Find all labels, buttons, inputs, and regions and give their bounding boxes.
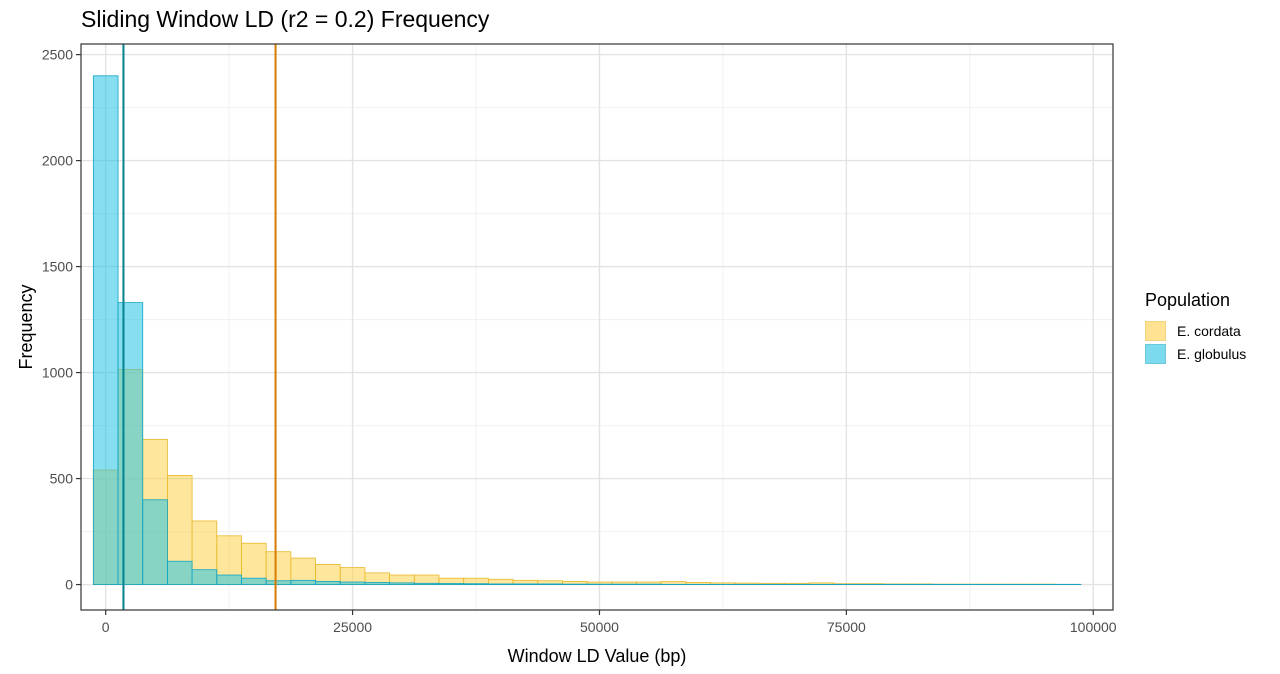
histogram-bar xyxy=(191,569,218,585)
y-tick-label: 0 xyxy=(65,577,73,593)
mean-lines xyxy=(122,44,277,610)
histogram-bar xyxy=(241,542,267,585)
series-cordata xyxy=(92,368,1082,585)
histogram-bar xyxy=(265,551,292,585)
y-tick-label: 2500 xyxy=(42,47,73,63)
x-tick-label: 0 xyxy=(102,619,110,635)
y-tick-label: 500 xyxy=(50,471,74,487)
histogram-bar xyxy=(438,583,465,585)
histogram-bar xyxy=(142,499,168,585)
legend-item-cordata: E. cordata xyxy=(1145,319,1246,342)
histogram-bar xyxy=(339,581,366,585)
legend-label-cordata: E. cordata xyxy=(1177,322,1241,339)
histogram-bar xyxy=(315,580,341,585)
histogram-bars xyxy=(92,75,1082,585)
histogram-bar xyxy=(463,583,489,585)
histogram-bar xyxy=(167,560,193,585)
y-axis-label: Frequency xyxy=(16,284,36,369)
x-tick-label: 100000 xyxy=(1070,619,1117,635)
histogram-bar xyxy=(117,302,144,585)
histogram-bar xyxy=(512,583,539,585)
legend: Population E. cordata E. globulus xyxy=(1145,290,1246,365)
x-axis-label: Window LD Value (bp) xyxy=(508,646,687,666)
histogram-bar xyxy=(413,582,440,585)
legend-label-globulus: E. globulus xyxy=(1177,345,1247,362)
histogram-bar xyxy=(537,583,563,585)
chart-title: Sliding Window LD (r2 = 0.2) Frequency xyxy=(81,6,490,32)
histogram-bar xyxy=(216,574,242,585)
x-tick-label: 25000 xyxy=(333,619,372,635)
histogram-bar xyxy=(92,75,119,585)
x-tick-label: 50000 xyxy=(580,619,619,635)
x-tick-label: 75000 xyxy=(827,619,866,635)
y-tick-label: 1500 xyxy=(42,259,73,275)
plot-panel-border xyxy=(80,43,1114,611)
grid-lines xyxy=(81,44,1113,610)
y-tick-label: 2000 xyxy=(42,153,73,169)
y-tick-label: 1000 xyxy=(42,365,73,381)
legend-title: Population xyxy=(1145,290,1231,310)
histogram-bar xyxy=(364,582,391,585)
legend-item-globulus: E. globulus xyxy=(1145,342,1246,365)
legend-key-cordata xyxy=(1145,320,1166,341)
legend-key-globulus xyxy=(1145,343,1166,364)
histogram-bar xyxy=(265,580,292,585)
histogram-bar xyxy=(487,583,514,585)
histogram-bar xyxy=(290,579,316,585)
series-globulus xyxy=(92,75,1082,585)
histogram-bar xyxy=(241,577,267,585)
axis-ticks: 0 25000 50000 75000 100000 0 500 1000 1500 2000 25… xyxy=(42,47,1117,635)
histogram-bar xyxy=(389,582,415,585)
